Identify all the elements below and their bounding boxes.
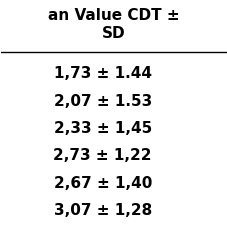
Text: 2,73 ± 1,22: 2,73 ± 1,22	[53, 148, 151, 163]
Text: an Value CDT ±
SD: an Value CDT ± SD	[48, 8, 179, 40]
Text: 2,33 ± 1,45: 2,33 ± 1,45	[53, 120, 151, 135]
Text: 2,07 ± 1.53: 2,07 ± 1.53	[53, 93, 151, 108]
Text: 2,67 ± 1,40: 2,67 ± 1,40	[53, 175, 151, 190]
Text: 1,73 ± 1.44: 1,73 ± 1.44	[54, 66, 151, 81]
Text: 3,07 ± 1,28: 3,07 ± 1,28	[53, 202, 151, 217]
